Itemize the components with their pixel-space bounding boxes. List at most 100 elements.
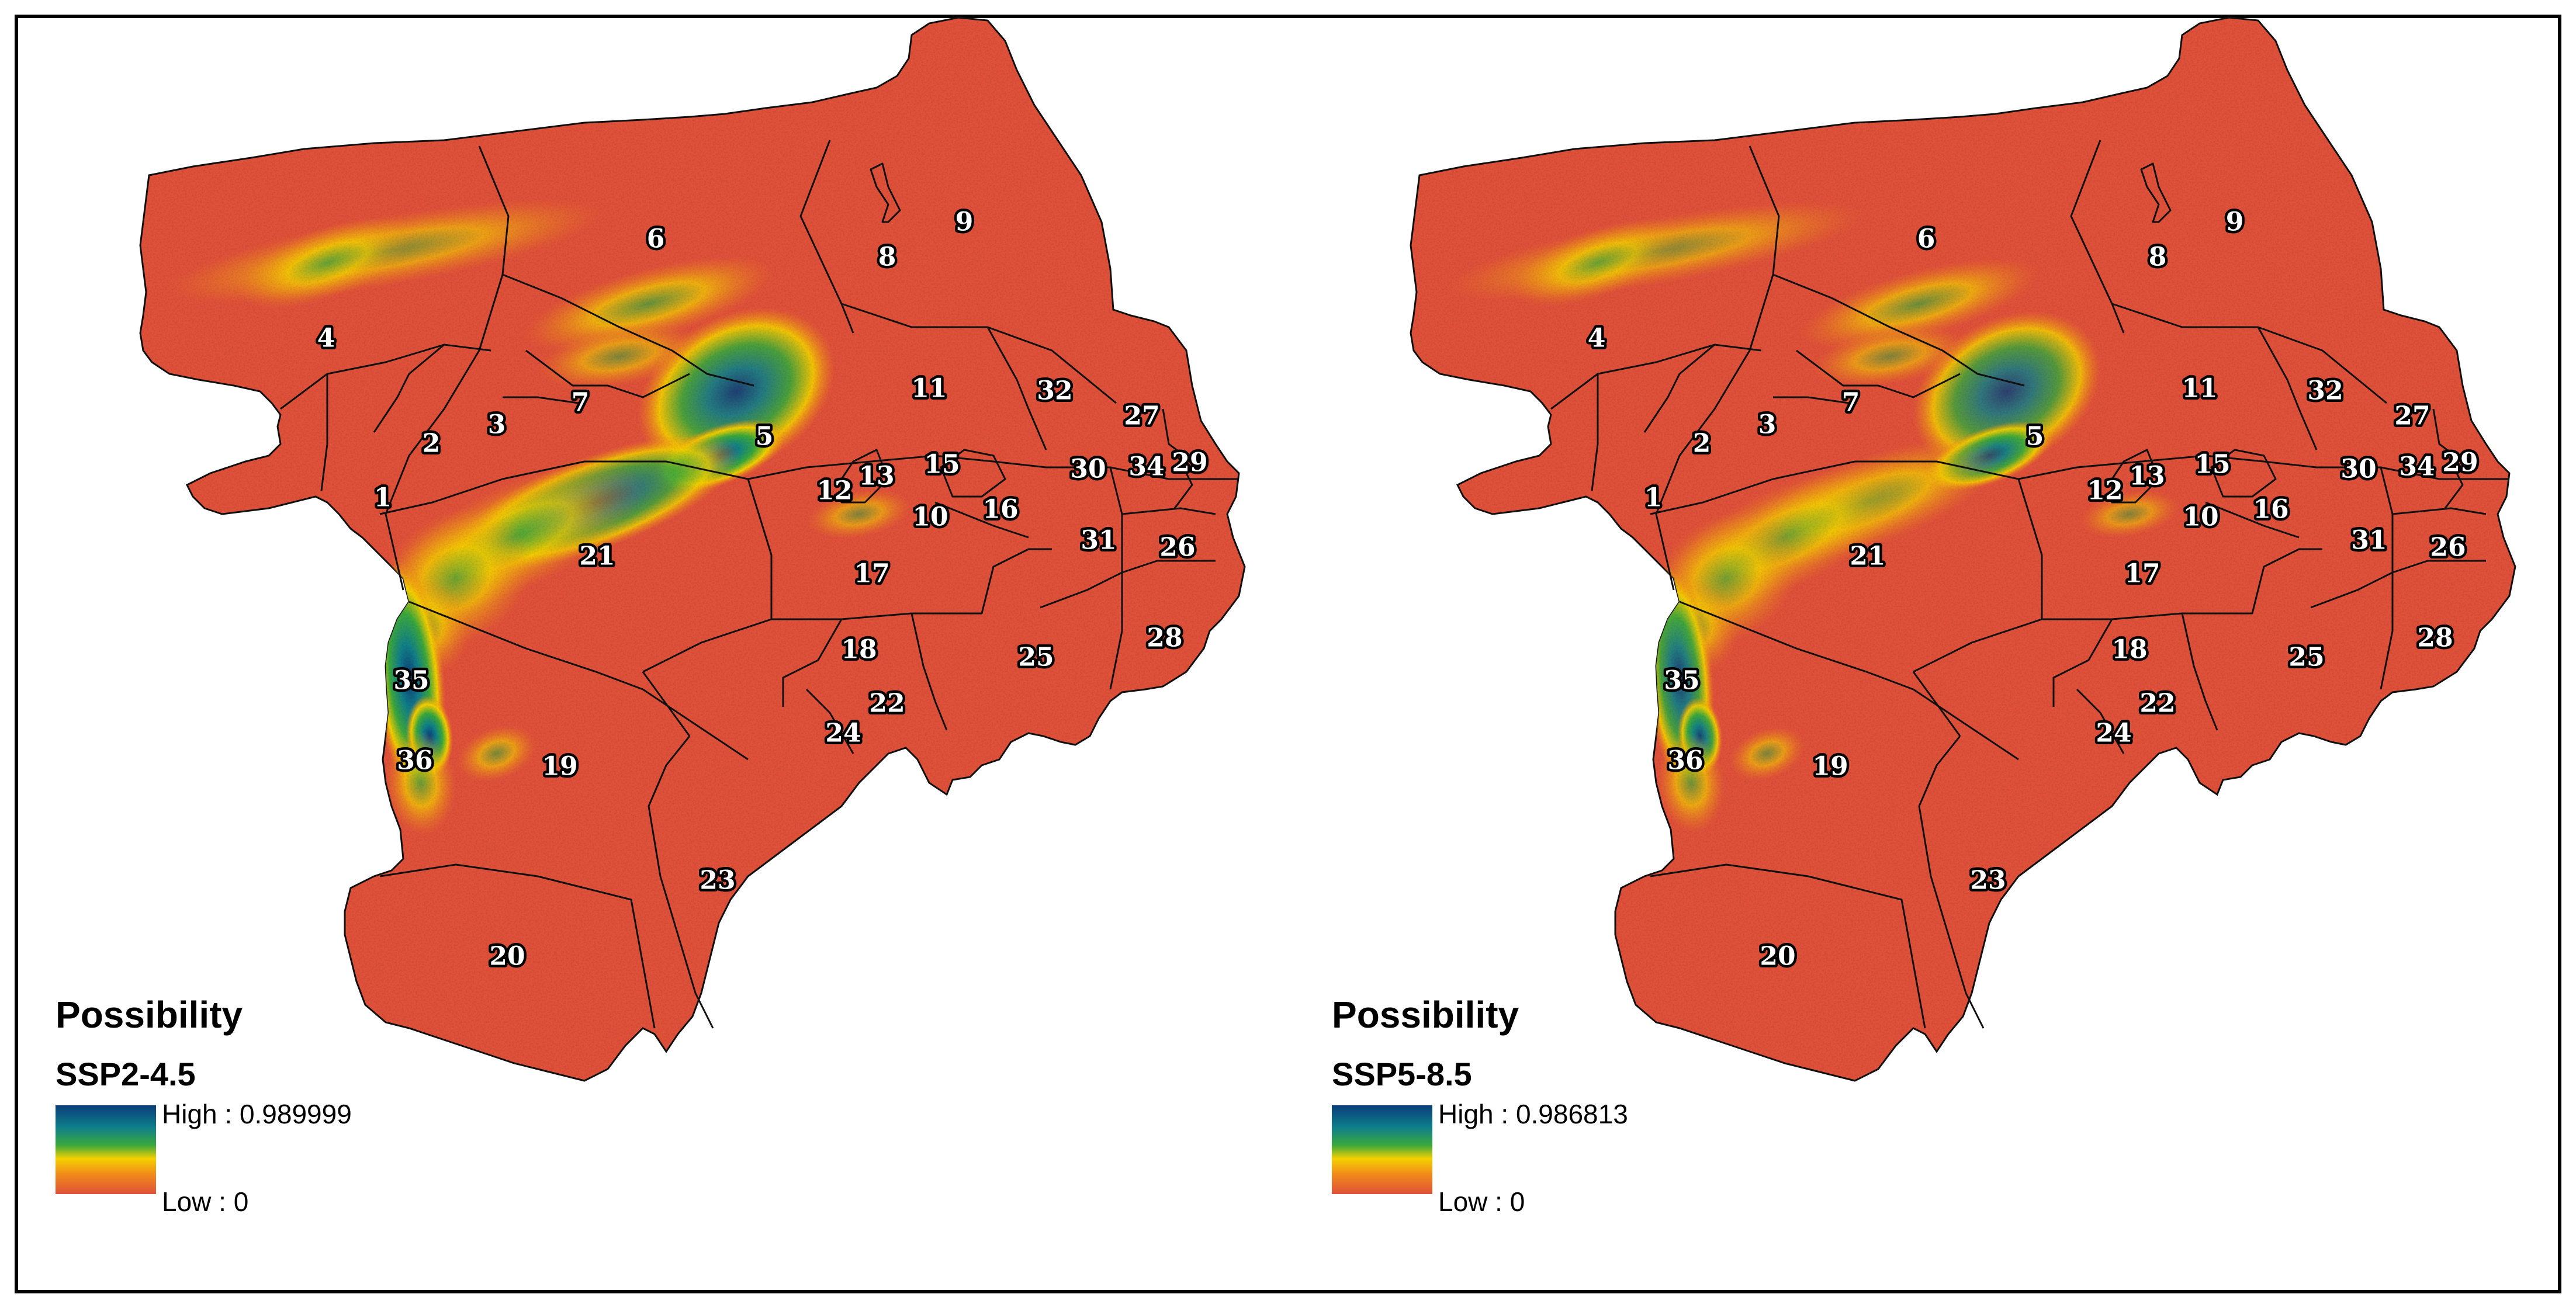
- district-label-6: 6: [1917, 224, 1936, 254]
- district-boundary: [1918, 735, 1985, 1029]
- district-boundary: [525, 349, 690, 398]
- district-label-16: 16: [982, 495, 1018, 525]
- district-boundary: [986, 327, 1047, 450]
- district-label-26: 26: [2430, 533, 2466, 563]
- district-label-10: 10: [2183, 502, 2218, 532]
- district-label-23: 23: [700, 866, 735, 896]
- district-boundary: [320, 374, 328, 491]
- district-boundaries: [280, 140, 1239, 1029]
- district-label-8: 8: [2149, 242, 2167, 272]
- district-label-19: 19: [1812, 752, 1848, 782]
- district-boundary: [2432, 408, 2463, 463]
- district-label-30: 30: [1070, 454, 1106, 484]
- district-boundary: [2444, 449, 2464, 509]
- district-label-35: 35: [393, 666, 429, 696]
- district-label-22: 22: [2139, 689, 2175, 719]
- district-boundary: [2392, 507, 2487, 515]
- district-label-11: 11: [911, 374, 947, 404]
- district-label-32: 32: [2307, 376, 2343, 406]
- district-boundary: [408, 601, 749, 761]
- district-boundary: [642, 671, 691, 737]
- district-boundary: [2210, 449, 2277, 498]
- district-label-11: 11: [2182, 374, 2217, 404]
- district-label-22: 22: [869, 689, 905, 719]
- color-ramp-bar: [1332, 1105, 1432, 1194]
- legend-title: Possibility: [1332, 994, 1519, 1036]
- district-label-9: 9: [2226, 207, 2244, 237]
- district-label-35: 35: [1664, 666, 1699, 696]
- district-label-26: 26: [1159, 533, 1195, 563]
- district-boundary: [2140, 162, 2172, 223]
- district-boundary: [2380, 467, 2486, 574]
- district-boundary: [910, 613, 948, 731]
- district-boundary: [1550, 344, 1762, 410]
- district-boundary: [1162, 408, 1193, 463]
- district-label-13: 13: [858, 462, 894, 491]
- district-boundary: [782, 619, 843, 707]
- district-boundary: [1913, 618, 2042, 673]
- district-label-12: 12: [2087, 476, 2123, 506]
- legend-low-label: Low : 0: [1438, 1186, 1525, 1217]
- district-label-30: 30: [2340, 454, 2376, 484]
- district-label-5: 5: [756, 422, 774, 452]
- district-boundary: [1650, 460, 2019, 515]
- district-boundary: [2257, 327, 2318, 450]
- district-label-1: 1: [1644, 483, 1663, 513]
- district-label-24: 24: [825, 719, 861, 748]
- district-label-31: 31: [2351, 526, 2387, 556]
- scenario-label: SSP2-4.5: [56, 1056, 196, 1092]
- district-label-3: 3: [1758, 410, 1777, 440]
- district-boundary: [1591, 374, 1599, 491]
- district-label-24: 24: [2096, 719, 2131, 748]
- district-boundary: [870, 162, 901, 223]
- legend-title: Possibility: [56, 994, 243, 1036]
- district-boundary: [280, 344, 491, 410]
- district-boundary: [840, 449, 889, 504]
- district-label-15: 15: [924, 450, 960, 480]
- district-label-36: 36: [1667, 746, 1703, 776]
- district-label-7: 7: [1842, 388, 1860, 418]
- district-boundary: [502, 273, 754, 387]
- color-ramp: [1332, 1105, 1432, 1194]
- district-boundary: [1773, 396, 1850, 404]
- district-label-4: 4: [317, 324, 335, 353]
- district-boundary: [385, 145, 510, 591]
- district-label-16: 16: [2253, 495, 2288, 525]
- district-boundary: [503, 396, 579, 404]
- district-boundary: [1655, 145, 1780, 591]
- district-label-29: 29: [2442, 448, 2478, 478]
- district-boundary: [2205, 501, 2300, 539]
- district-boundary: [1912, 671, 1961, 737]
- district-label-34: 34: [2399, 452, 2435, 482]
- district-boundary: [648, 735, 714, 1029]
- district-label-20: 20: [489, 942, 525, 972]
- district-boundary: [379, 863, 656, 1029]
- district-boundary: [805, 688, 854, 754]
- district-boundary: [2018, 454, 2509, 480]
- district-label-2: 2: [423, 429, 441, 459]
- district-boundary: [940, 449, 1006, 498]
- district-boundary: [1173, 449, 1193, 509]
- district-boundary: [747, 454, 1239, 480]
- district-label-18: 18: [841, 635, 877, 665]
- district-label-21: 21: [579, 542, 615, 571]
- district-label-28: 28: [2417, 623, 2453, 653]
- district-label-29: 29: [1172, 448, 1207, 478]
- district-label-3: 3: [488, 410, 506, 440]
- map-panel-ssp5: 1 2 3 4 5 6 7 8 9 10 11 12 13 15 16 17 18 19 20 21 22 23 24 25 2…: [1288, 0, 2576, 1308]
- district-label-20: 20: [1760, 942, 1795, 972]
- district-label-10: 10: [912, 502, 948, 532]
- district-boundary: [2052, 619, 2113, 707]
- district-label-12: 12: [816, 476, 852, 506]
- legend-high-label: High : 0.986813: [1438, 1099, 1628, 1129]
- district-label-8: 8: [878, 242, 896, 272]
- legend: Possibility SSP2-4.5 High : 0.989999 Low…: [56, 993, 465, 1238]
- district-label-21: 21: [1850, 542, 1885, 571]
- district-boundary: [1679, 601, 2019, 761]
- district-label-19: 19: [542, 752, 577, 782]
- district-label-31: 31: [1081, 526, 1116, 556]
- district-label-13: 13: [2129, 462, 2165, 491]
- district-label-25: 25: [1018, 643, 1054, 672]
